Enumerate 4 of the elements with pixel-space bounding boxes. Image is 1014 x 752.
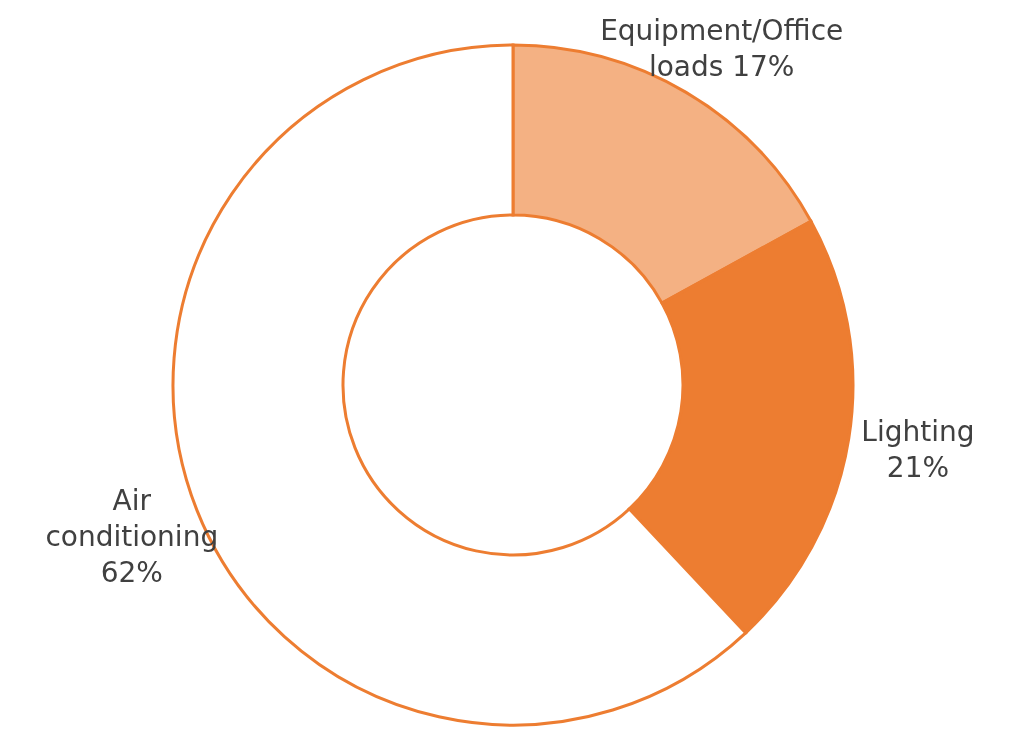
slice-label: Lighting [861,414,975,448]
data-label: 62% [100,555,163,589]
slice-label: Equipment/Office loads 17% [600,13,844,83]
data-label: 21% [886,450,950,484]
